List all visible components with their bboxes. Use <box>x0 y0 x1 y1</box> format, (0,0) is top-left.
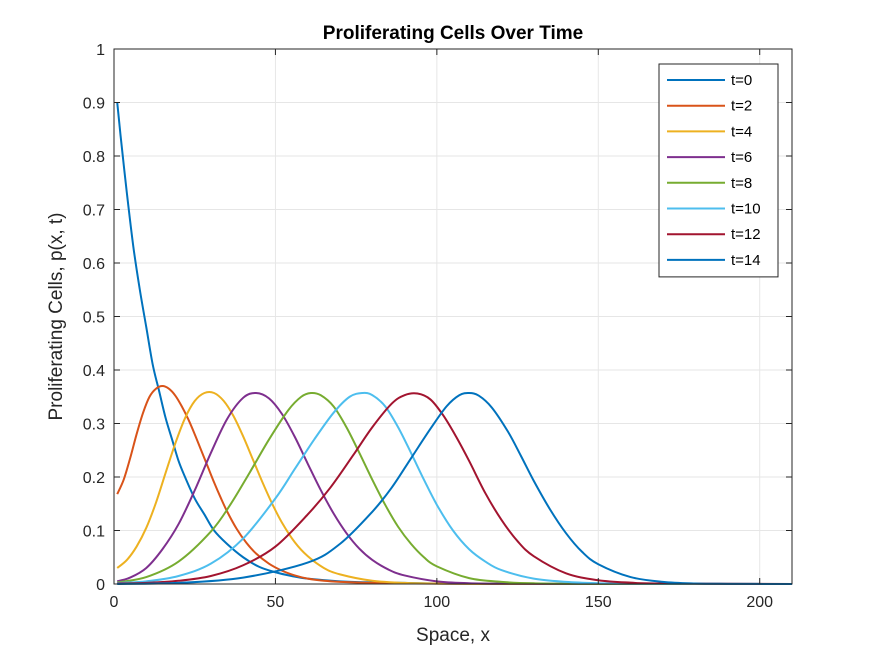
y-tick-label: 0.9 <box>83 96 105 113</box>
series-line-t-4 <box>116 391 793 586</box>
y-tick-label: 0.2 <box>83 470 105 487</box>
legend-label-t-2: t=2 <box>731 98 752 115</box>
y-axis-title: Proliferating Cells, p(x, t) <box>46 212 67 420</box>
y-tick-label: 0.8 <box>83 149 105 166</box>
legend-label-t-10: t=10 <box>731 201 761 218</box>
y-tick-label: 0.1 <box>83 524 105 541</box>
ticks: 0 50 100 150 200 0 0.1 0.2 0.3 0.4 0.5 0.6 0.7 0.8 0.9… <box>83 42 792 611</box>
legend-box <box>658 63 779 278</box>
y-tick-label: 0.7 <box>83 203 105 220</box>
y-tick-label: 0.4 <box>83 363 105 380</box>
chart-title: Proliferating Cells Over Time <box>323 23 583 44</box>
legend-label-t-4: t=4 <box>731 123 752 140</box>
legend: t=0 t=2 t=4 t=6 t=8 t=10 t=12 t=14 <box>658 63 779 278</box>
series-line-t-10 <box>117 391 793 585</box>
y-tick-label: 0.6 <box>83 256 105 273</box>
legend-label-t-12: t=12 <box>731 226 761 243</box>
legend-label-t-14: t=14 <box>731 252 761 269</box>
series-line-t-14 <box>117 391 793 585</box>
y-tick-label: 0 <box>96 577 105 594</box>
x-tick-label: 100 <box>424 594 451 611</box>
x-tick-label: 200 <box>746 594 773 611</box>
x-axis-title: Space, x <box>416 625 490 646</box>
series-line-t-12 <box>117 392 793 585</box>
x-tick-label: 0 <box>110 594 119 611</box>
y-tick-label: 0.5 <box>83 310 105 327</box>
x-tick-label: 150 <box>585 594 612 611</box>
series-line-t-2 <box>116 385 793 586</box>
series-group <box>116 102 793 586</box>
series-line-t-6 <box>116 391 793 586</box>
legend-label-t-0: t=0 <box>731 72 752 89</box>
series-line-t-8 <box>117 391 793 585</box>
legend-label-t-8: t=8 <box>731 175 752 192</box>
x-tick-label: 50 <box>267 594 285 611</box>
legend-label-t-6: t=6 <box>731 149 752 166</box>
y-tick-label: 0.3 <box>83 417 105 434</box>
y-tick-label: 1 <box>96 42 105 59</box>
